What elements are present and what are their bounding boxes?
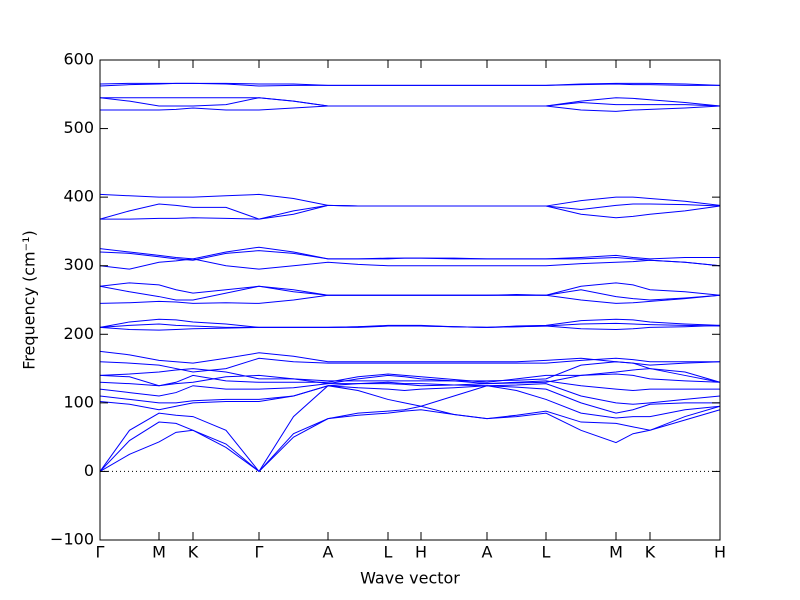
x-tick-label: M: [152, 543, 166, 562]
x-tick-label: A: [323, 543, 334, 562]
y-tick-label: 0: [84, 461, 94, 480]
x-tick-label: M: [609, 543, 623, 562]
band-line: [99, 374, 720, 397]
band-line: [99, 97, 721, 107]
band-line: [99, 282, 721, 296]
y-tick-label: 500: [63, 118, 94, 137]
y-tick-label: −100: [50, 530, 94, 549]
band-line: [99, 193, 721, 207]
x-tick-label: H: [714, 543, 726, 562]
x-tick-label: H: [415, 543, 427, 562]
x-axis-label: Wave vector: [360, 569, 460, 588]
band-line: [100, 97, 721, 107]
plot-frame: [99, 59, 721, 541]
x-tick-label: K: [188, 543, 199, 562]
y-tick-label: 100: [63, 392, 94, 411]
band-line: [99, 350, 721, 366]
band-line: [99, 373, 721, 387]
band-line: [99, 409, 721, 473]
y-tick-label: 600: [63, 50, 94, 69]
y-tick-label: 200: [63, 324, 94, 343]
x-tick-label: K: [645, 543, 656, 562]
x-tick-label: A: [482, 543, 493, 562]
y-axis-label: Frequency (cm⁻¹): [20, 230, 39, 369]
x-tick-label: L: [542, 543, 551, 562]
band-line: [99, 82, 720, 87]
x-tick-label: Γ: [255, 543, 264, 562]
band-line: [99, 318, 721, 328]
band-line: [99, 368, 721, 387]
band-line: [99, 385, 721, 473]
band-line: [99, 381, 721, 405]
y-tick-label: 300: [63, 255, 94, 274]
x-tick-label: Γ: [96, 543, 105, 562]
band-line: [100, 105, 721, 112]
band-line: [99, 246, 720, 260]
band-line: [99, 324, 721, 331]
y-tick-label: 400: [63, 187, 94, 206]
band-line: [99, 294, 721, 304]
band-line: [99, 405, 721, 473]
band-line: [99, 385, 720, 414]
band-line: [99, 357, 720, 373]
x-tick-label: L: [384, 543, 393, 562]
